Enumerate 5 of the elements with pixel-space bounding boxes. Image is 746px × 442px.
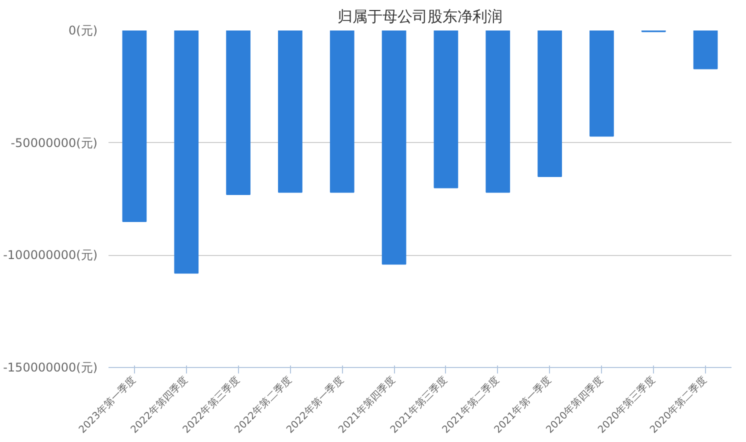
y-tick-label: -50000000(元) xyxy=(10,136,98,150)
y-tick-label: -150000000(元) xyxy=(3,360,98,374)
y-tick-label: -100000000(元) xyxy=(3,248,98,262)
chart-title: 归属于母公司股东净利润 xyxy=(338,8,502,26)
y-tick-label: 0(元) xyxy=(68,24,98,38)
